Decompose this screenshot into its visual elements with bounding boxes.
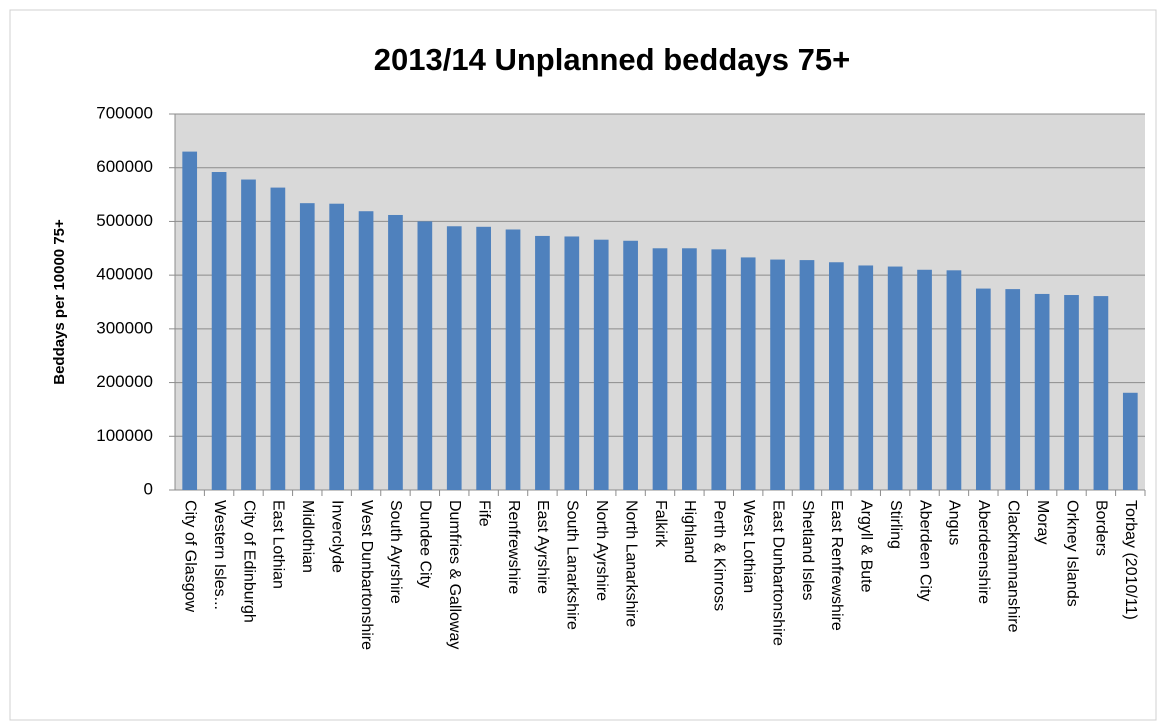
x-tick-label: Fife [475, 500, 492, 527]
bar [799, 260, 815, 490]
x-tick-label: Perth & Kinross [711, 500, 728, 611]
bar [1064, 295, 1079, 490]
bar [682, 248, 697, 490]
x-tick-label: Dundee City [417, 500, 434, 588]
y-axis-label: Beddays per 10000 75+ [51, 219, 68, 385]
x-tick-label: South Ayrshire [387, 500, 404, 604]
bar [241, 179, 256, 490]
x-tick-label: Borders [1093, 500, 1110, 556]
x-tick-label: Highland [681, 500, 698, 563]
x-tick-label: Midlothian [299, 500, 316, 573]
x-tick-label: Moray [1034, 500, 1051, 544]
x-tick-label: West Dunbartonshire [358, 500, 375, 650]
bar [770, 259, 785, 490]
bar [1093, 296, 1109, 490]
y-tick-label: 400000 [96, 265, 153, 284]
y-tick-label: 500000 [96, 211, 153, 230]
y-tick-label: 0 [144, 479, 153, 498]
x-tick-label: Aberdeen City [916, 500, 933, 601]
x-tick-label: North Lanarkshire [622, 500, 639, 627]
bar [535, 235, 550, 490]
bar [917, 269, 932, 490]
bar [358, 211, 374, 491]
bar [652, 248, 668, 490]
x-tick-label: North Ayrshire [593, 500, 610, 601]
bar [858, 265, 874, 490]
bar [505, 229, 521, 490]
x-tick-label: City of Glasgow [181, 500, 198, 612]
x-tick-label: Dumfries & Galloway [446, 500, 463, 649]
x-tick-label: Orkney Islands [1063, 500, 1080, 607]
x-tick-label: East Renfrewshire [828, 500, 845, 631]
bar [1005, 289, 1021, 490]
bar [476, 226, 491, 491]
chart-title: 2013/14 Unplanned beddays 75+ [374, 42, 850, 77]
bar [946, 270, 962, 490]
x-tick-label: Inverclyde [328, 500, 345, 573]
bar [593, 239, 609, 490]
bar [1122, 392, 1138, 490]
x-tick-label: East Ayrshire [534, 500, 551, 594]
bar [388, 214, 403, 491]
x-tick-label: East Lothian [270, 500, 287, 589]
x-tick-label: City of Edinburgh [240, 500, 257, 623]
x-tick-label: Renfrewshire [505, 500, 522, 594]
x-tick-label: Stirling [887, 500, 904, 549]
bar [1034, 293, 1050, 490]
x-tick-label: South Lanarkshire [564, 500, 581, 630]
y-tick-label: 600000 [96, 157, 153, 176]
bar [329, 203, 345, 490]
bar [711, 249, 727, 490]
x-tick-label: Western Isles... [211, 500, 228, 610]
x-tick-label: East Dunbartonshire [769, 500, 786, 646]
y-tick-label: 700000 [96, 103, 153, 122]
x-tick-label: Aberdeenshire [975, 500, 992, 604]
y-tick-label: 200000 [96, 372, 153, 391]
y-tick-label: 100000 [96, 426, 153, 445]
x-tick-label: Torbay (2010/11) [1122, 500, 1139, 620]
x-tick-label: Angus [946, 500, 963, 545]
bar [740, 257, 756, 490]
bar [182, 151, 198, 490]
x-tick-label: Clackmannanshire [1004, 500, 1021, 633]
bar [887, 266, 903, 490]
x-tick-label: West Lothian [740, 500, 757, 593]
x-tick-label: Shetland Isles [799, 500, 816, 601]
bar [299, 203, 315, 490]
bar [564, 236, 580, 490]
bar [975, 288, 991, 490]
x-tick-label: Falkirk [652, 500, 669, 548]
bar [829, 262, 844, 490]
y-tick-label: 300000 [96, 318, 153, 337]
x-tick-label: Argyll & Bute [858, 500, 875, 593]
bar [446, 226, 462, 490]
bar [417, 221, 433, 490]
bar [270, 187, 286, 491]
bar [211, 172, 227, 491]
bar [623, 240, 638, 490]
